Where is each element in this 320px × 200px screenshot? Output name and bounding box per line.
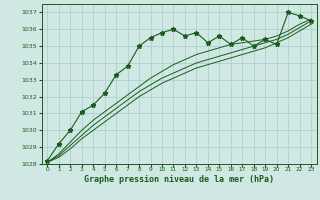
X-axis label: Graphe pression niveau de la mer (hPa): Graphe pression niveau de la mer (hPa) — [84, 175, 274, 184]
